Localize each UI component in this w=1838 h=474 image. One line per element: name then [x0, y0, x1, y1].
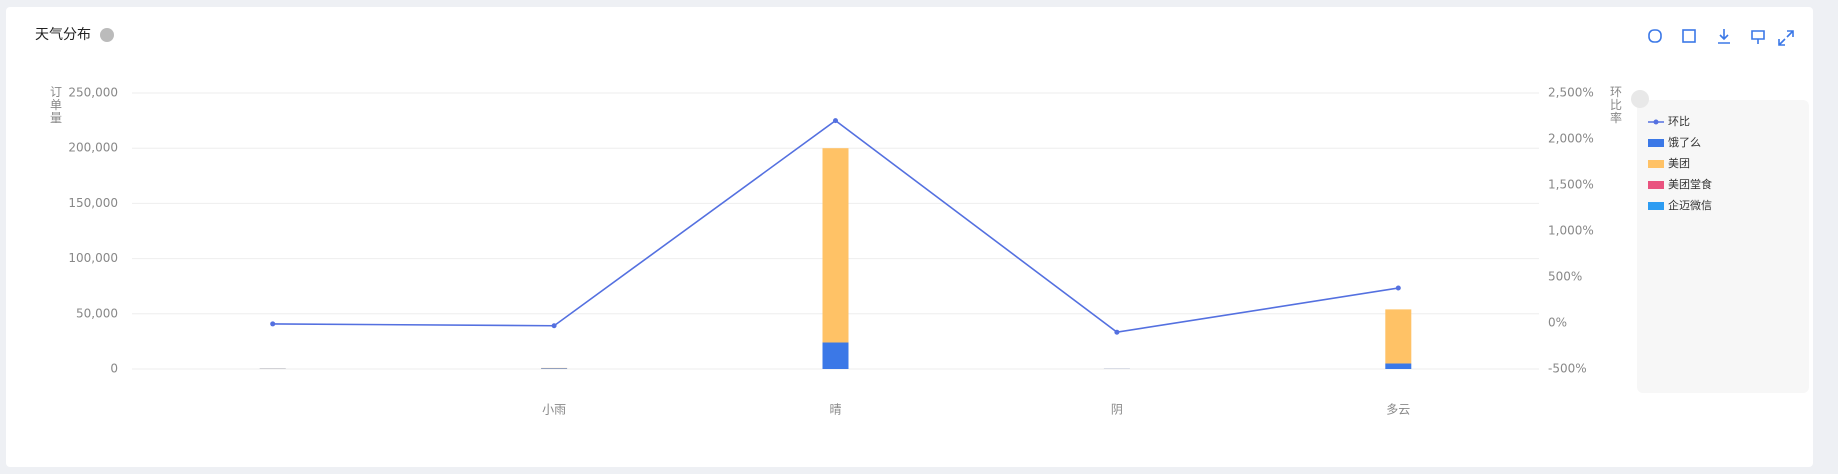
x-tick-label: 阴 [1111, 403, 1123, 417]
refresh-icon[interactable] [1648, 29, 1662, 43]
toolbar [1648, 29, 1794, 46]
bar [822, 148, 849, 343]
y-tick-label: 150,000 [68, 196, 118, 210]
legend-label[interactable]: 美团 [1668, 157, 1690, 170]
legend-swatch [1648, 160, 1664, 168]
line-point [1114, 329, 1120, 335]
legend-label[interactable]: 美团堂食 [1668, 177, 1712, 191]
legend-toggle[interactable] [1631, 90, 1649, 108]
bar [1385, 309, 1412, 364]
bar [541, 368, 568, 369]
legend-swatch [1648, 139, 1664, 147]
legend-panel [1637, 100, 1809, 393]
help-icon[interactable] [100, 28, 114, 42]
x-tick-label: 小雨 [542, 403, 566, 417]
y2-tick-label: 2,500% [1548, 86, 1594, 100]
y2-tick-label: 500% [1548, 270, 1582, 284]
y2-tick-label: 1,500% [1548, 178, 1594, 192]
y-tick-label: 100,000 [68, 251, 118, 265]
legend-label[interactable]: 饿了么 [1668, 135, 1701, 149]
fullscreen-icon[interactable] [1778, 30, 1794, 46]
line-point [1395, 285, 1401, 291]
card [6, 7, 1813, 467]
bar [1385, 363, 1412, 369]
y-tick-label: 200,000 [68, 141, 118, 155]
y-tick-label: 0 [110, 362, 118, 376]
y2-tick-label: 2,000% [1548, 132, 1594, 146]
legend-label[interactable]: 环比 [1668, 115, 1690, 128]
restore-icon[interactable] [1751, 30, 1765, 44]
y2-tick-label: -500% [1548, 362, 1587, 376]
x-tick-label: 多云 [1386, 403, 1410, 417]
y-axis-label: 订单量 [49, 85, 63, 124]
y-tick-label: 250,000 [68, 86, 118, 100]
bar [822, 342, 849, 369]
y-tick-label: 50,000 [76, 306, 118, 320]
x-tick-label: 晴 [829, 403, 841, 417]
legend-label[interactable]: 企迈微信 [1668, 198, 1712, 212]
y2-axis-label: 环比率 [1609, 86, 1623, 125]
download-icon[interactable] [1718, 29, 1730, 44]
line-point [833, 118, 838, 124]
y2-tick-label: 1,000% [1548, 224, 1594, 238]
legend-swatch [1653, 119, 1659, 125]
legend-swatch [1648, 181, 1664, 189]
y2-tick-label: 0% [1548, 316, 1567, 330]
chart-title: 天气分布 [35, 27, 91, 43]
zoom-icon[interactable] [1682, 29, 1696, 43]
line-point [270, 321, 276, 327]
legend-swatch [1648, 202, 1664, 210]
line-point [551, 323, 557, 329]
